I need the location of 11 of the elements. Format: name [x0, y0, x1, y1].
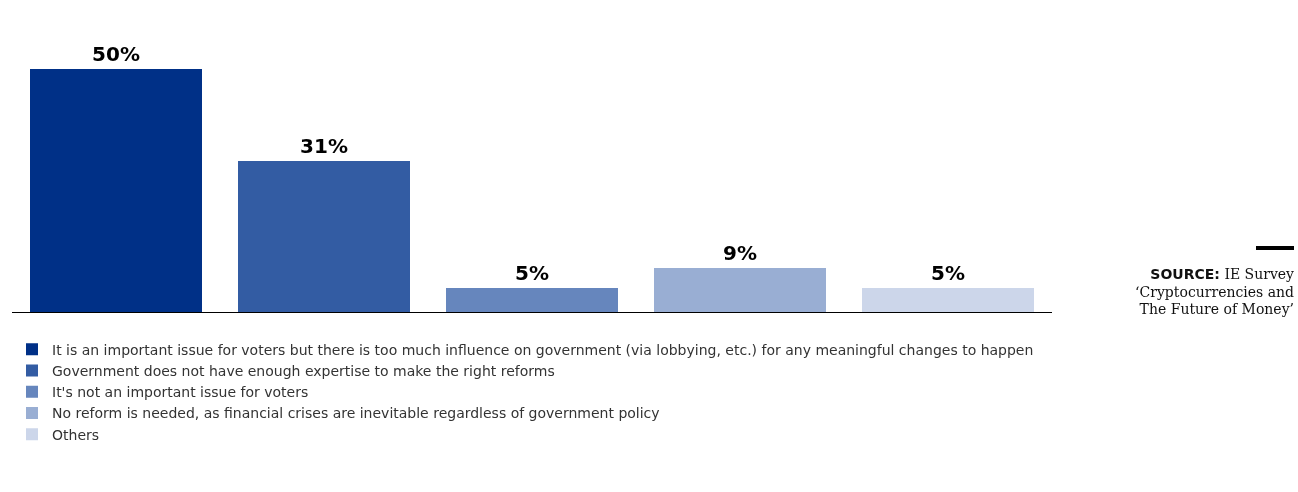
- legend-label: Government does not have enough expertise to make the right reforms: [52, 363, 555, 380]
- source-note: SOURCE: IE Survey ‘Cryptocurrencies and The Future of Money’: [1135, 266, 1294, 317]
- legend-label: It's not an important issue for voters: [52, 384, 309, 401]
- data-label: 9%: [723, 241, 757, 266]
- data-label: 5%: [931, 260, 965, 285]
- legend-label: It is an important issue for voters but there is too much influence on government (via lobbying, etc.) for any meaningful changes to happen: [52, 341, 1034, 358]
- legend-label: No reform is needed, as financial crises are inevitable regardless of government policy: [52, 405, 660, 422]
- legend-label: Others: [52, 426, 100, 443]
- data-label: 50%: [92, 42, 140, 67]
- data-label: 5%: [515, 260, 549, 285]
- data-label: 31%: [300, 134, 348, 159]
